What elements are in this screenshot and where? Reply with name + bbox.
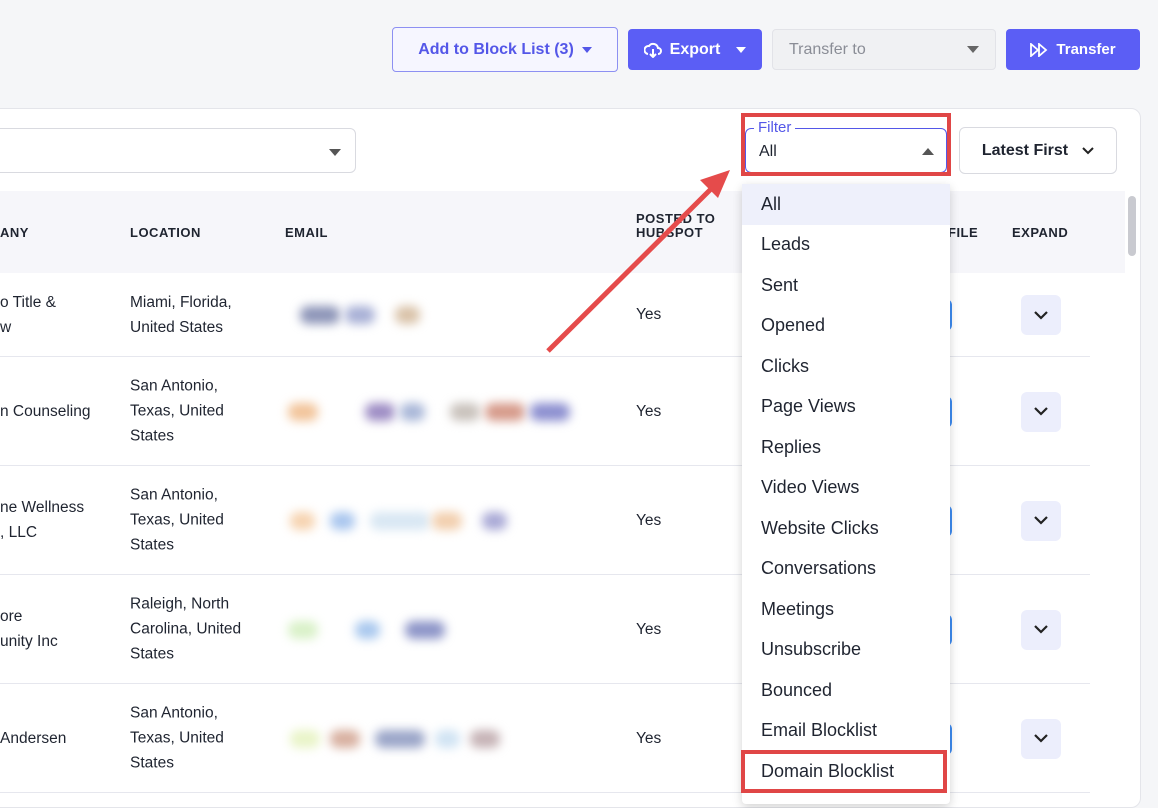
highlight-box: [741, 750, 947, 793]
